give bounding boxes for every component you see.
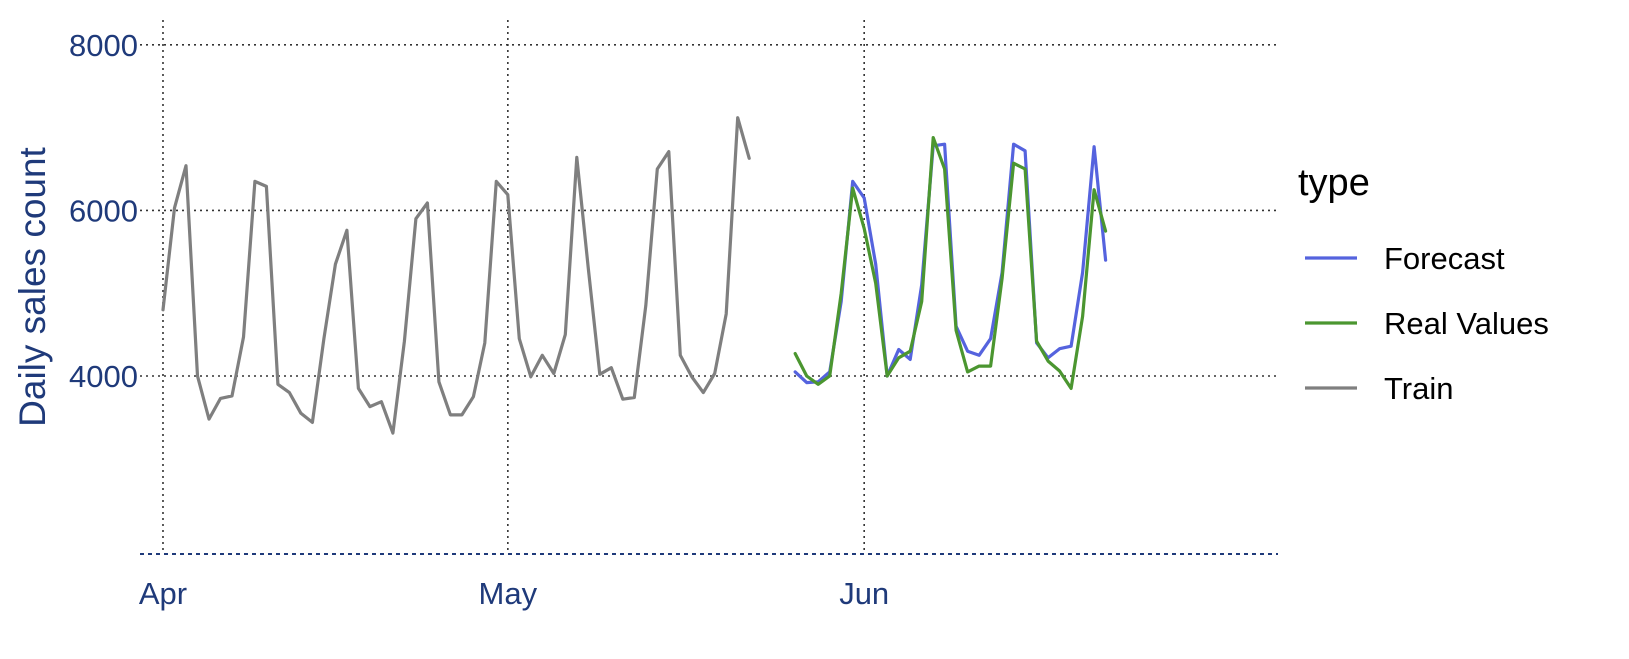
x-tick-label-apr: Apr <box>139 576 187 611</box>
series-line-train <box>161 116 751 435</box>
y-tick-label-8000: 8000 <box>69 28 138 63</box>
x-tick-label-jun: Jun <box>839 576 889 611</box>
legend-title: type <box>1298 162 1370 204</box>
tick-labels: 4000 6000 8000 Apr May Jun <box>69 28 889 611</box>
legend-label-real-values: Real Values <box>1384 306 1549 341</box>
series-layer <box>161 116 1108 435</box>
legend-label-train: Train <box>1384 371 1453 406</box>
y-tick-label-6000: 6000 <box>69 193 138 228</box>
x-tick-label-may: May <box>479 576 538 611</box>
y-tick-label-4000: 4000 <box>69 359 138 394</box>
y-axis-title: Daily sales count <box>12 146 53 426</box>
series-line-real-values <box>793 136 1108 390</box>
legend-label-forecast: Forecast <box>1384 241 1505 276</box>
legend: type Forecast Real Values Train <box>1298 162 1549 406</box>
grid <box>140 20 1278 554</box>
